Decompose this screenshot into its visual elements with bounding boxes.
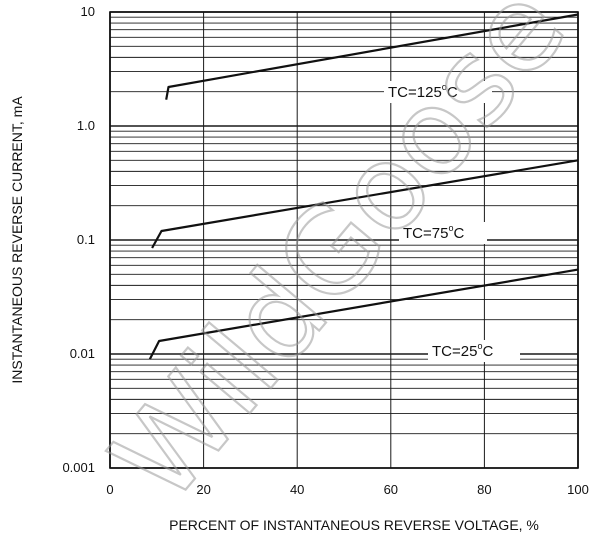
x-tick-label: 0 (106, 482, 113, 497)
curve-label: TC=125oC (388, 82, 458, 101)
plot-frame (109, 11, 579, 469)
x-tick-label: 80 (477, 482, 491, 497)
series-line-tc25 (148, 268, 579, 360)
x-tick-label: 60 (384, 482, 398, 497)
y-tick-label: 0.01 (70, 346, 95, 361)
x-tick-label: 40 (290, 482, 304, 497)
curve-label-background (399, 222, 487, 244)
series-line-tc75 (151, 159, 579, 249)
series-layer (148, 13, 579, 360)
y-tick-label: 0.1 (77, 232, 95, 247)
y-tick-label: 0.001 (62, 460, 95, 475)
curve-labels: TC=125oC TC=75oC TC=25oC (384, 81, 520, 362)
curve-label: TC=75oC (403, 223, 464, 242)
curve-label: TC=25oC (432, 341, 493, 360)
x-tick-label: 20 (196, 482, 210, 497)
tick-labels: 0 20 40 60 80 100 0.001 0.01 0.1 1.0 10 (62, 4, 588, 497)
y-tick-label: 1.0 (77, 118, 95, 133)
series-line-tc125 (165, 13, 579, 100)
y-tick-label: 10 (81, 4, 95, 19)
watermark-text: WildGoose (85, 0, 592, 527)
x-axis-title: PERCENT OF INSTANTANEOUS REVERSE VOLTAGE… (169, 517, 539, 533)
curve-label-background (428, 340, 520, 362)
y-axis-title: INSTANTANEOUS REVERSE CURRENT, mA (9, 96, 25, 384)
x-tick-label: 100 (567, 482, 589, 497)
curve-label-background (384, 81, 492, 103)
grid (109, 11, 579, 469)
